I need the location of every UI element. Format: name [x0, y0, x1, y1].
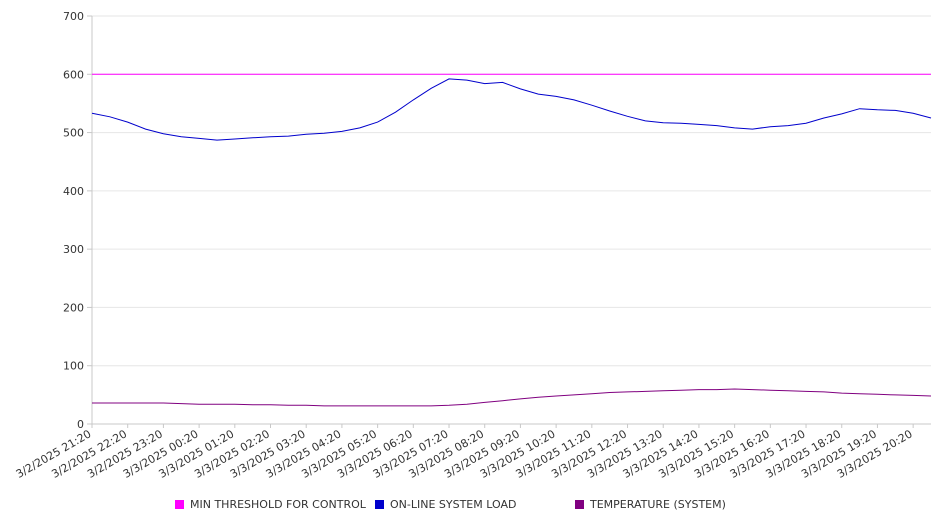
legend-item-min-threshold[interactable]: MIN THRESHOLD FOR CONTROL: [175, 498, 366, 511]
axes: [91, 16, 931, 425]
y-axis-ticks: 0 100 200 300 400 500 600 700: [63, 10, 92, 431]
legend-swatch-min-threshold: [175, 500, 184, 509]
legend-item-system-load[interactable]: ON-LINE SYSTEM LOAD: [375, 498, 516, 511]
legend: MIN THRESHOLD FOR CONTROL ON-LINE SYSTEM…: [0, 498, 946, 514]
y-tick-label: 700: [63, 10, 84, 23]
y-tick-label: 500: [63, 127, 84, 140]
legend-swatch-temperature: [575, 500, 584, 509]
series-group: [91, 73, 932, 407]
x-axis-ticks: 3/2/2025 21:203/2/2025 22:203/2/2025 23:…: [14, 424, 915, 481]
legend-label-system-load: ON-LINE SYSTEM LOAD: [390, 498, 517, 511]
series-line-temperature-system: [92, 388, 932, 407]
legend-swatch-system-load: [375, 500, 384, 509]
grid-lines: [92, 15, 931, 367]
legend-label-temperature: TEMPERATURE (SYSTEM): [590, 498, 726, 511]
y-tick-label: 200: [63, 301, 84, 314]
y-tick-label: 100: [63, 360, 84, 373]
legend-item-temperature[interactable]: TEMPERATURE (SYSTEM): [575, 498, 726, 511]
y-tick-label: 300: [63, 243, 84, 256]
y-tick-label: 600: [63, 68, 84, 81]
series-line-on-line-system-load: [91, 78, 932, 141]
legend-label-min-threshold: MIN THRESHOLD FOR CONTROL: [190, 498, 366, 511]
y-tick-label: 400: [63, 185, 84, 198]
y-tick-label: 0: [77, 418, 84, 431]
